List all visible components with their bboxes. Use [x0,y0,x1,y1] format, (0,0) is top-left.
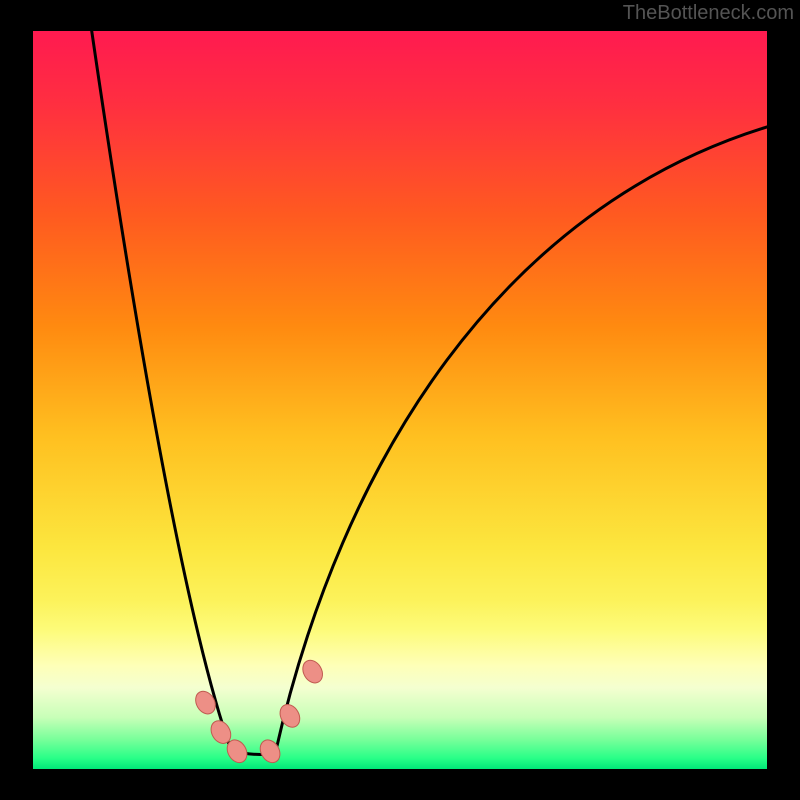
chart-container: TheBottleneck.com [0,0,800,800]
attribution-text: TheBottleneck.com [623,2,794,25]
gradient-background [33,31,767,769]
chart-svg [0,0,800,800]
